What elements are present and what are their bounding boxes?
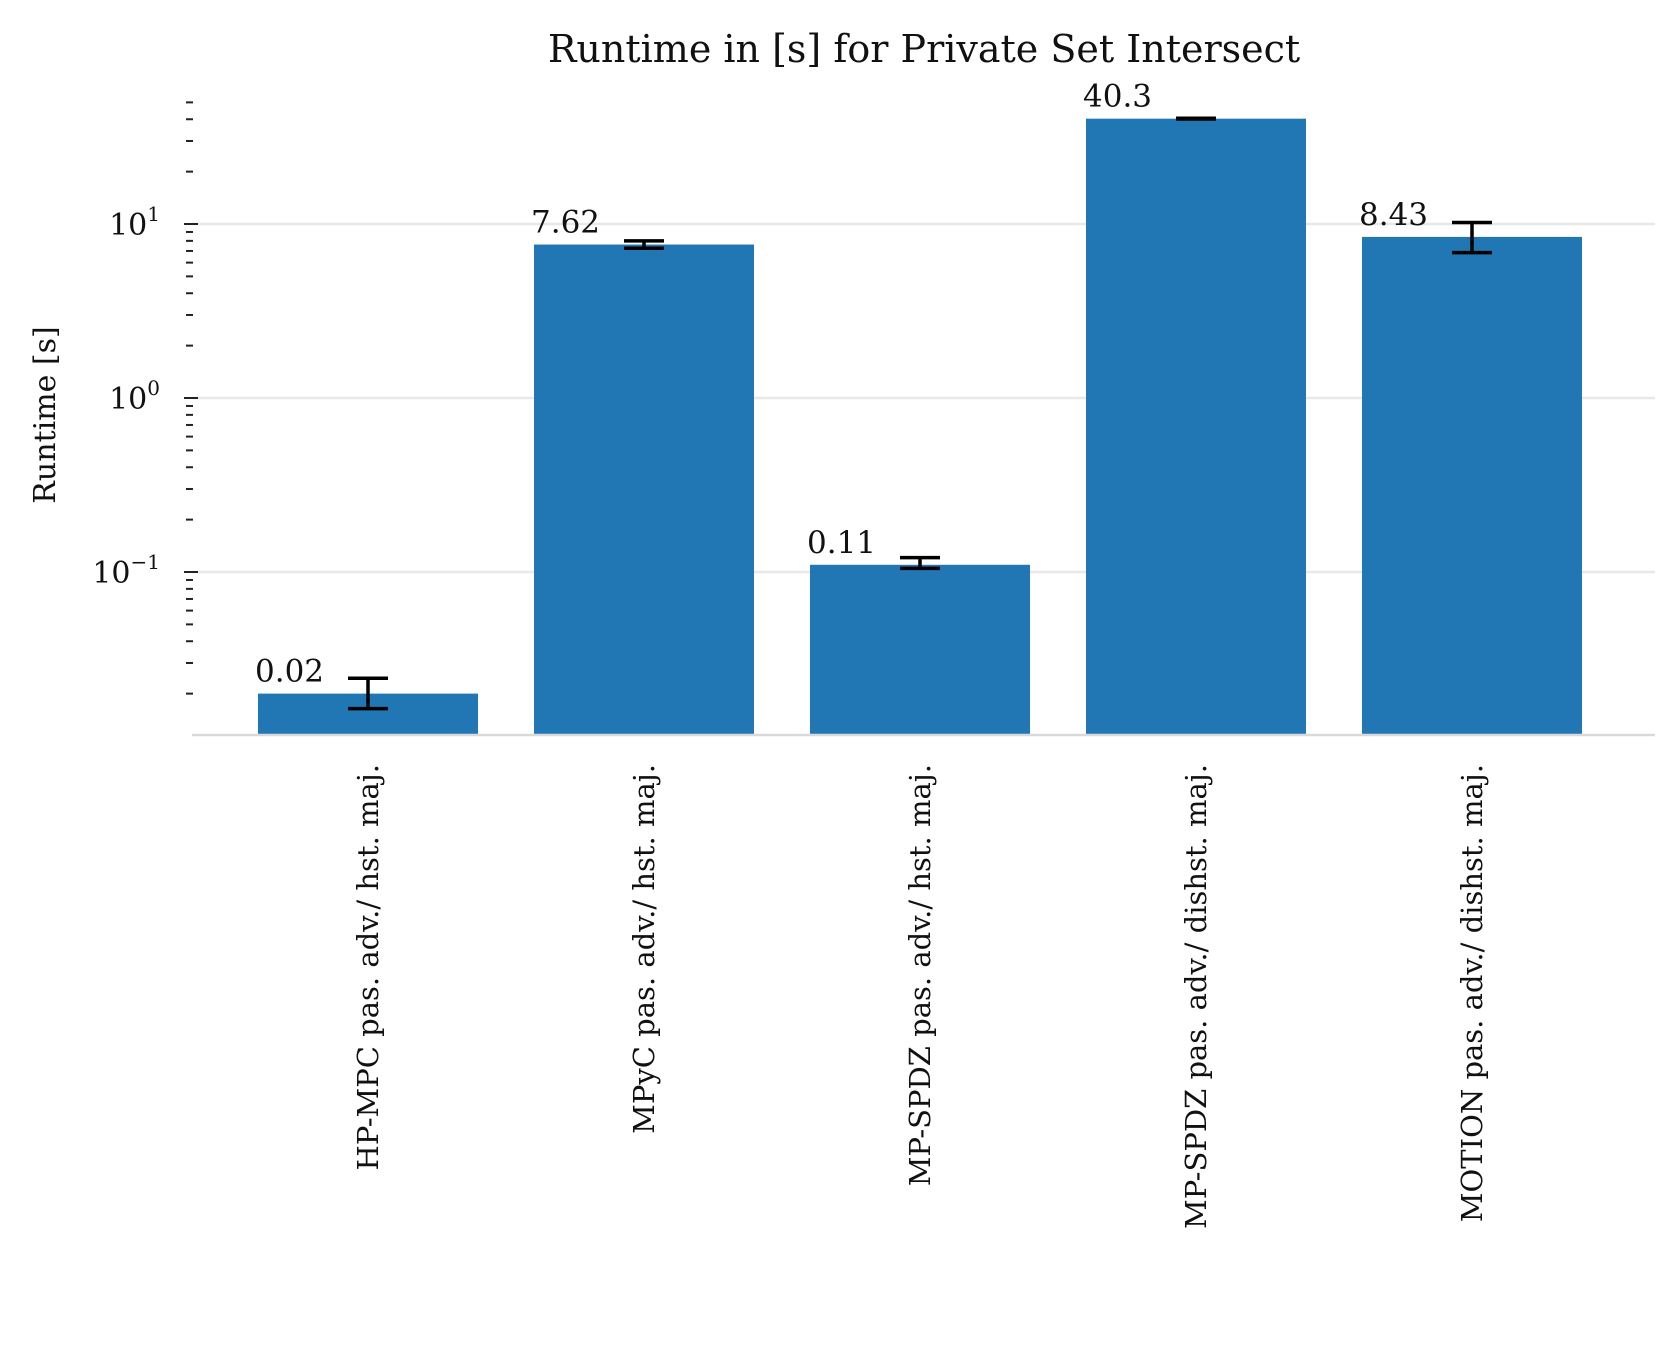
x-tick-labels: HP-MPC pas. adv./ hst. maj. MPyC pas. adv…	[351, 764, 1489, 1229]
bars	[258, 118, 1582, 735]
y-tick-labels: 10−1 100 101	[92, 202, 198, 591]
x-tick-label: MP-SPDZ pas. adv./ hst. maj.	[903, 764, 937, 1186]
y-axis-label: Runtime [s]	[28, 326, 63, 503]
x-tick-label: MPyC pas. adv./ hst. maj.	[627, 764, 661, 1134]
y-tick-label: 10−1	[92, 550, 160, 591]
x-tick-label: MP-SPDZ pas. adv./ dishst. maj.	[1179, 764, 1213, 1229]
y-tick-label: 100	[109, 376, 160, 417]
bar	[1086, 118, 1306, 735]
error-bar	[348, 676, 388, 711]
bar	[810, 564, 1030, 735]
value-label: 8.43	[1359, 197, 1428, 233]
error-bar	[900, 555, 940, 571]
x-tick-label: HP-MPC pas. adv./ hst. maj.	[351, 764, 385, 1170]
x-tick-label: MOTION pas. adv./ dishst. maj.	[1455, 764, 1489, 1222]
error-bar	[1176, 116, 1216, 121]
y-tick-label: 101	[109, 202, 160, 243]
value-label: 0.02	[255, 654, 324, 690]
value-label: 40.3	[1083, 79, 1152, 115]
bar	[534, 244, 754, 735]
error-bar	[624, 239, 664, 251]
error-bar	[1452, 220, 1492, 255]
y-minor-ticks	[186, 101, 193, 695]
value-label: 7.62	[531, 205, 600, 241]
value-labels: 0.02 7.62 0.11 40.3 8.43	[255, 79, 1428, 690]
value-label: 0.11	[807, 525, 876, 561]
chart-title: Runtime in [s] for Private Set Intersect	[548, 27, 1300, 71]
bar	[1362, 236, 1582, 735]
error-bars	[348, 116, 1492, 711]
